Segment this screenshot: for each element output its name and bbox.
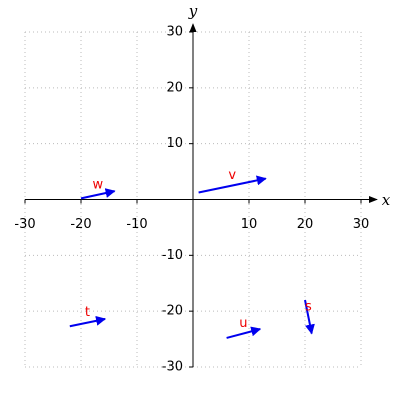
x-tick-label: 20 (297, 217, 314, 232)
vector-label: s (305, 299, 312, 314)
y-axis-label: y (188, 2, 198, 20)
axes (24, 23, 378, 368)
vector-arrow (226, 326, 262, 339)
y-tick-label: -30 (162, 360, 183, 375)
x-tick-label: -10 (126, 217, 147, 232)
y-tick-label: -20 (162, 304, 183, 319)
y-tick-label: 20 (166, 80, 183, 95)
x-tick-label: 10 (241, 217, 258, 232)
vector-label: u (239, 316, 247, 331)
vector-label: v (228, 168, 236, 183)
x-tick-label: -30 (14, 217, 35, 232)
vector-arrow (198, 175, 267, 194)
x-tick-label: -20 (70, 217, 91, 232)
y-tick-label: 30 (166, 25, 183, 40)
vector-label: t (85, 305, 90, 320)
y-tick-label: 10 (166, 136, 183, 151)
y-tick-label: -10 (162, 248, 183, 263)
x-tick-label: 30 (353, 217, 370, 232)
x-axis-label: x (382, 191, 391, 209)
vector-label: w (92, 177, 103, 192)
vector-arrow (304, 299, 315, 335)
vector-arrow (69, 315, 107, 328)
vector-arrow (80, 188, 116, 200)
